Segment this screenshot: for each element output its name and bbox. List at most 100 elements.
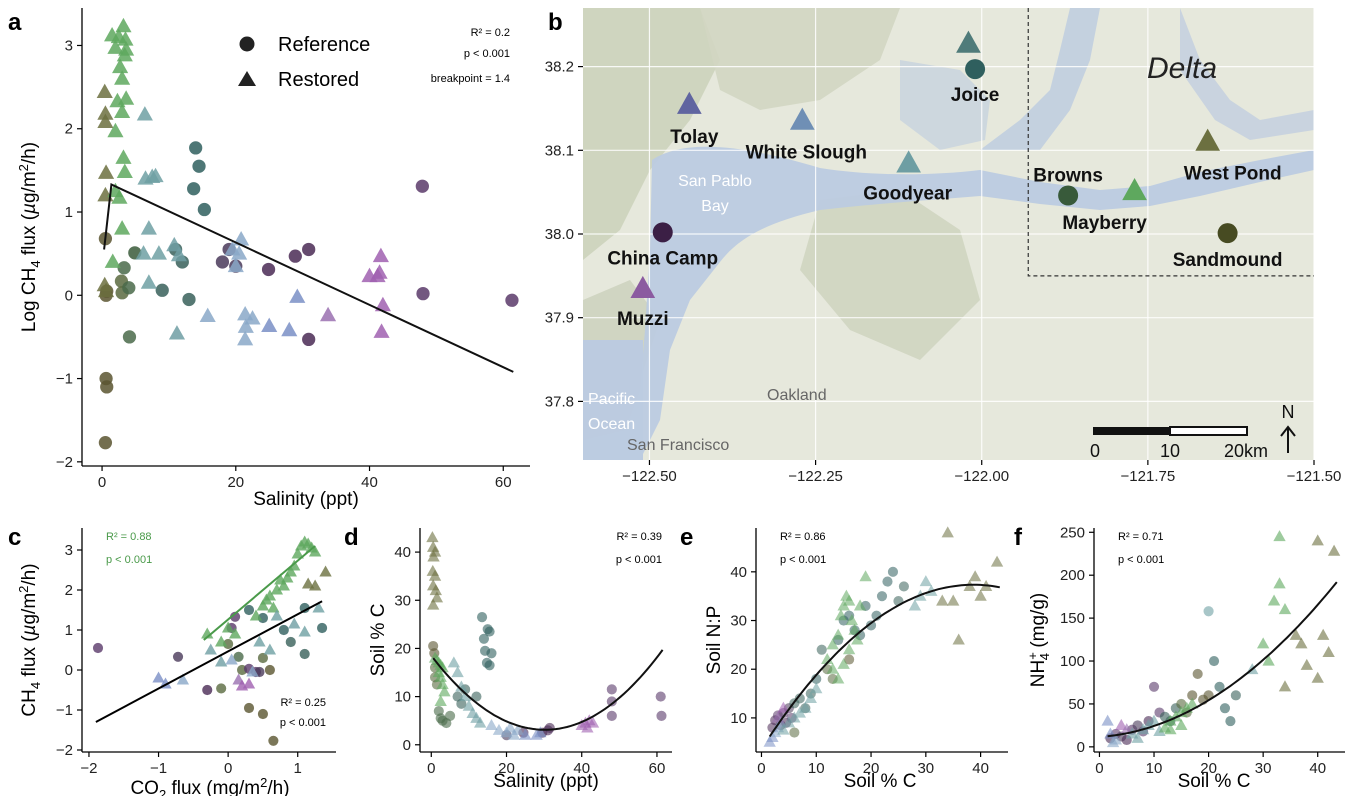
- c-restored-point: [256, 599, 270, 611]
- site-label-tolay: Tolay: [670, 127, 719, 148]
- a-restored-point: [374, 296, 391, 312]
- d-fit-line: [432, 649, 664, 731]
- c-restored-point: [284, 565, 297, 577]
- a-reference-point: [505, 293, 519, 307]
- legend-reference-marker: [239, 36, 255, 52]
- d-reference-point: [655, 691, 666, 702]
- north-arrow-label: N: [1282, 402, 1295, 422]
- a-restored-point: [97, 105, 114, 120]
- map-terrain-north: [700, 8, 900, 110]
- site-marker-tolay: [676, 91, 702, 114]
- f-restored-point: [1186, 697, 1199, 709]
- d-restored-point: [426, 531, 439, 543]
- f-y-tick-label: 250: [1060, 524, 1085, 541]
- c-reference-point: [278, 624, 289, 636]
- c-y-tick-label: 3: [65, 542, 73, 559]
- panel-d-r2: R² = 0.39: [616, 531, 662, 543]
- map-grid: [583, 8, 1314, 460]
- c-restored-point: [152, 671, 165, 683]
- a-reference-point: [122, 330, 137, 344]
- a-restored-point: [289, 288, 306, 303]
- panel-b-letter: b: [548, 9, 563, 36]
- a-restored-point: [117, 31, 134, 46]
- d-restored-point: [451, 666, 464, 678]
- panel-f-letter: f: [1014, 524, 1023, 551]
- e-restored-point: [831, 672, 845, 684]
- f-restored-point: [1322, 645, 1335, 657]
- a-restored-point: [115, 17, 132, 33]
- a-restored-point: [118, 41, 135, 56]
- c-x-tick-label: −1: [150, 760, 167, 777]
- c-restored-point: [267, 601, 280, 613]
- e-reference-point: [887, 566, 899, 577]
- e-restored-point: [799, 701, 812, 713]
- panel-c-marks: [92, 535, 332, 746]
- b-x-tick-label: −122.50: [622, 468, 677, 485]
- site-label-white-slough: White Slough: [746, 143, 867, 164]
- e-restored-point: [842, 594, 856, 606]
- e-restored-point: [777, 723, 790, 735]
- f-restored-point: [1175, 718, 1188, 730]
- a-reference-point: [155, 283, 169, 297]
- scale-bar-label-10: 10: [1160, 441, 1180, 461]
- a-restored-point: [371, 264, 388, 279]
- c-restored-point: [312, 601, 325, 613]
- c-y-tick-label: 2: [65, 582, 73, 599]
- b-y-tick-label: 37.9: [545, 310, 574, 327]
- d-x-tick-label: 40: [573, 760, 590, 777]
- a-restored-point: [115, 149, 132, 164]
- f-x-tick-label: 20: [1200, 760, 1217, 777]
- panel-c-r2-green: R² = 0.88: [106, 531, 152, 543]
- panel-e: e 0 10 20 30 40 40 30 20 10 Soil % C Soil N:P R²…: [680, 524, 1008, 792]
- panel-c-ticks: −2 −1 0 1 3 2 1 0 −1 −2: [56, 542, 302, 777]
- a-restored-point: [109, 92, 126, 108]
- e-restored-point: [837, 657, 850, 669]
- c-reference-point: [257, 652, 269, 664]
- c-restored-point: [263, 643, 277, 655]
- panel-d: d 0 20 40 60 40 30 20 10 0 Salinity (ppt) Soil %…: [344, 524, 672, 792]
- d-y-tick-label: 10: [394, 689, 411, 706]
- panel-b: b San Pablo Bay Pacific Ocean Oakland Sa: [545, 8, 1341, 485]
- a-reference-point: [192, 159, 206, 173]
- a-restored-point: [140, 220, 157, 235]
- d-reference-point: [478, 633, 490, 644]
- c-restored-point: [270, 583, 284, 595]
- d-restored-point: [519, 728, 532, 740]
- d-restored-point: [428, 569, 442, 581]
- d-restored-point: [504, 721, 517, 733]
- e-restored-point: [936, 594, 949, 606]
- d-restored-point: [434, 694, 447, 706]
- a-restored-point: [150, 245, 167, 260]
- a-y-tick-label: 2: [65, 121, 73, 138]
- d-x-tick-label: 20: [498, 760, 515, 777]
- c-reference-point: [216, 683, 227, 694]
- a-restored-point: [114, 220, 131, 235]
- panel-c-r2-black: R² = 0.25: [280, 697, 326, 709]
- a-restored-point: [140, 274, 157, 289]
- f-reference-point: [1225, 716, 1236, 727]
- panel-e-y-label: Soil N:P: [704, 606, 725, 675]
- a-x-tick-label: 60: [495, 474, 512, 491]
- f-y-tick-label: 0: [1077, 739, 1085, 756]
- panel-d-ticks: 0 20 40 60 40 30 20 10 0: [394, 544, 665, 777]
- site-label-browns: Browns: [1033, 165, 1103, 186]
- c-restored-point: [263, 589, 277, 601]
- san-pablo-bay-label-1: San Pablo: [678, 173, 752, 190]
- c-restored-point: [215, 655, 228, 667]
- a-restored-point: [231, 245, 248, 260]
- panel-d-p: p < 0.001: [616, 554, 662, 566]
- e-x-tick-label: 20: [863, 760, 880, 777]
- e-restored-point: [947, 594, 960, 606]
- c-reference-point: [299, 602, 310, 614]
- f-reference-point: [1148, 681, 1160, 692]
- a-reference-point: [117, 261, 131, 275]
- panel-e-marks: [763, 526, 1004, 747]
- a-x-tick-label: 40: [361, 474, 378, 491]
- panel-c-p-green: p < 0.001: [106, 554, 152, 566]
- d-reference-point: [606, 710, 617, 721]
- d-y-tick-label: 30: [394, 592, 411, 609]
- scale-bar-label-0: 0: [1090, 441, 1100, 461]
- c-reference-point: [268, 735, 279, 746]
- f-restored-point: [1120, 723, 1133, 735]
- d-reference-point: [606, 696, 617, 707]
